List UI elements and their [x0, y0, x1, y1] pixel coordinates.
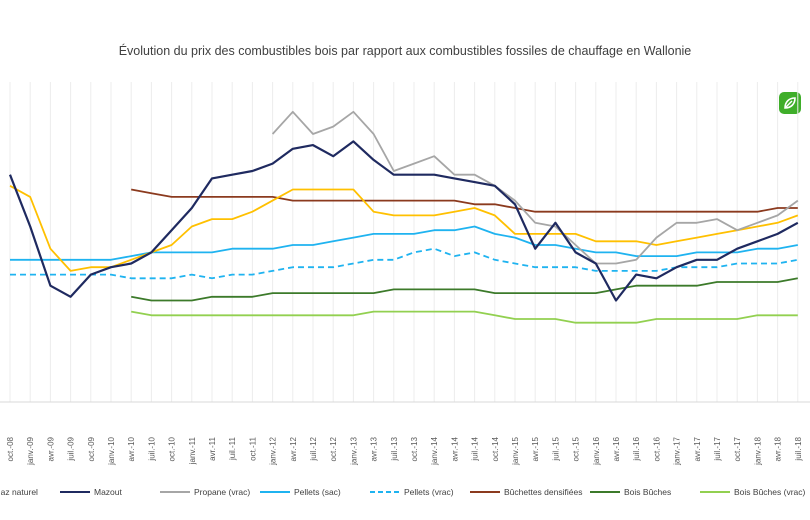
x-tick-label: oct.-15	[572, 436, 581, 461]
x-tick-label: avr.-17	[693, 436, 702, 461]
series-line-2	[271, 110, 799, 265]
x-tick-label: avr.-15	[531, 436, 540, 461]
x-tick-label: janv.-10	[107, 436, 116, 465]
x-tick-label: oct.-17	[733, 436, 742, 461]
x-tick-label: juil.-15	[551, 436, 560, 461]
x-tick-label: juil.-18	[794, 436, 803, 461]
series-line-1	[8, 140, 799, 302]
x-tick-label: janv.-09	[26, 436, 35, 465]
legend-label: Pellets (vrac)	[404, 487, 454, 497]
legend-label: Gaz naturel	[0, 487, 38, 497]
grid-lines	[0, 82, 810, 403]
x-tick-label: janv.-18	[753, 436, 762, 465]
x-tick-label: oct.-12	[329, 436, 338, 461]
x-tick-label: janv.-12	[269, 436, 278, 465]
series-line-3	[10, 225, 798, 261]
x-tick-label: juil.-13	[390, 436, 399, 461]
x-tick-label: juil.-11	[228, 436, 237, 461]
x-tick-label: avr.-13	[370, 436, 379, 461]
chart-title: Évolution du prix des combustibles bois …	[118, 44, 692, 58]
legend-label: Bois Bûches	[624, 487, 671, 497]
x-tick-label: oct.-11	[248, 436, 257, 460]
leaf-logo-icon	[779, 92, 801, 114]
x-tick-label: janv.-13	[349, 436, 358, 465]
legend-label: Bois Bûches (vrac)	[734, 487, 805, 497]
x-tick-label: avr.-11	[208, 436, 217, 460]
series-line-0	[9, 185, 799, 272]
series-line-4	[10, 247, 798, 280]
x-tick-label: avr.-09	[46, 436, 55, 461]
series-line-5	[131, 188, 798, 213]
x-tick-label: avr.-18	[774, 436, 783, 461]
x-tick-label: juil.-09	[67, 436, 76, 461]
x-tick-label: janv.-14	[430, 436, 439, 465]
x-tick-label: avr.-12	[289, 436, 298, 461]
series-line-6	[131, 277, 798, 302]
series-line-7	[131, 310, 798, 324]
x-tick-label: janv.-15	[511, 436, 520, 465]
x-tick-label: juil.-12	[309, 436, 318, 461]
x-axis-ticks: oct.-08 janv.-09 avr.-09 juil.-09 oct.-09 jan…	[6, 436, 803, 465]
x-tick-label: oct.-08	[6, 436, 15, 461]
x-tick-label: avr.-16	[612, 436, 621, 461]
legend: Gaz naturel Mazout Propane (vrac) Pellets (…	[0, 487, 805, 497]
legend-label: Bûchettes densifiées	[504, 487, 582, 497]
x-tick-label: oct.-10	[168, 436, 177, 461]
x-tick-label: avr.-10	[127, 436, 136, 461]
x-tick-label: oct.-16	[652, 436, 661, 461]
x-tick-label: oct.-09	[87, 436, 96, 461]
x-tick-label: avr.-14	[450, 436, 459, 461]
x-tick-label: janv.-16	[592, 436, 601, 465]
x-tick-label: juil.-16	[632, 436, 641, 461]
x-tick-label: juil.-14	[471, 436, 480, 461]
x-tick-label: oct.-14	[491, 436, 500, 461]
x-tick-label: juil.-10	[147, 436, 156, 461]
legend-label: Mazout	[94, 487, 123, 497]
legend-label: Pellets (sac)	[294, 487, 341, 497]
series-lines	[8, 110, 799, 324]
x-tick-label: janv.-17	[673, 436, 682, 465]
x-tick-label: juil.-17	[713, 436, 722, 461]
legend-label: Propane (vrac)	[194, 487, 250, 497]
x-tick-label: oct.-13	[410, 436, 419, 461]
x-tick-label: janv.-11	[188, 436, 197, 465]
